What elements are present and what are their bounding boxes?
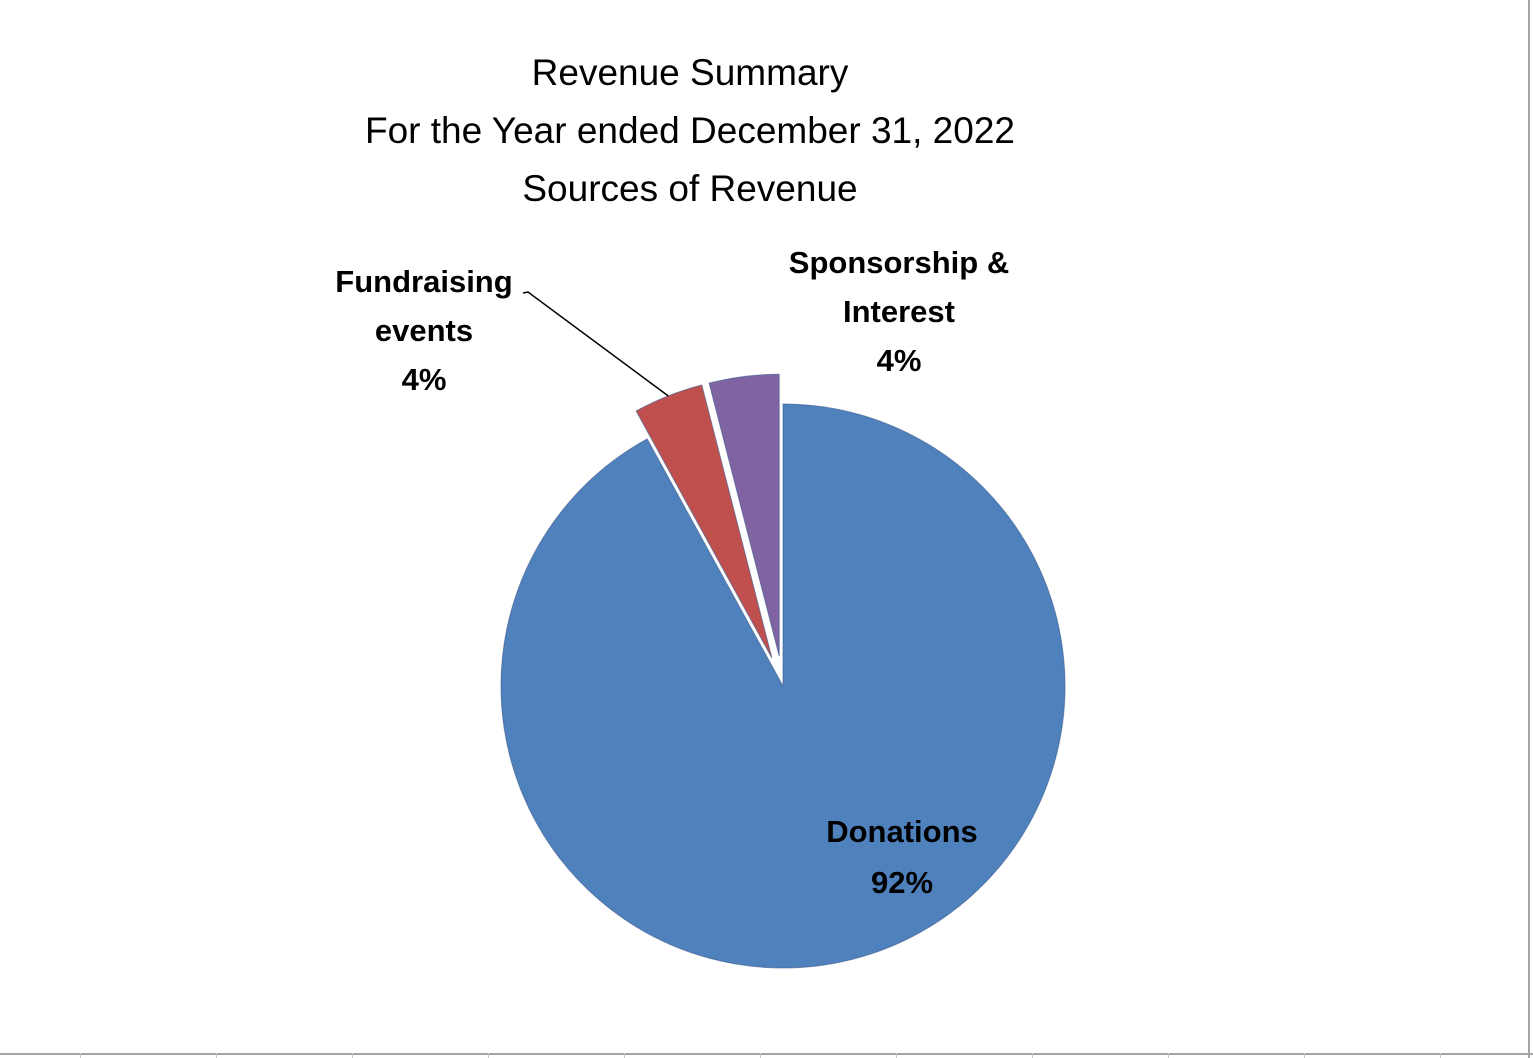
- sheet-gridline-tick: [760, 1053, 761, 1058]
- chart-title: Revenue Summary For the Year ended Decemb…: [365, 52, 1015, 209]
- chart-border-bottom: [0, 1053, 1533, 1055]
- sheet-gridline-tick: [352, 1053, 353, 1058]
- data-label-3: Sponsorship & Interest 4%: [789, 245, 1009, 378]
- data-label-2-line-3: 4%: [402, 362, 447, 397]
- leader-line-fundraising: [522, 291, 669, 397]
- data-label-3-line-3: 4%: [877, 343, 922, 378]
- sheet-gridline-tick: [488, 1053, 489, 1058]
- sheet-gridline-tick: [216, 1053, 217, 1058]
- data-label-1-line-1: Donations: [826, 814, 978, 849]
- sheet-gridline-tick: [1032, 1053, 1033, 1058]
- data-labels: Donations 92%Fundraising events 4%Sponsorsh…: [335, 245, 1009, 900]
- data-label-1: Donations 92%: [826, 814, 978, 900]
- sheet-gridline-tick: [896, 1053, 897, 1058]
- data-label-2-line-1: Fundraising: [335, 264, 512, 299]
- data-label-2-line-2: events: [375, 313, 473, 348]
- data-label-1-line-2: 92%: [871, 865, 933, 900]
- pie-slices: [500, 373, 1066, 969]
- data-label-3-line-2: Interest: [843, 294, 955, 329]
- chart-title-line-2: For the Year ended December 31, 2022: [365, 110, 1015, 151]
- pie-slice-1: [500, 403, 1066, 969]
- chart-border-right: [1528, 0, 1530, 1058]
- sheet-gridline-tick: [1304, 1053, 1305, 1058]
- leader-lines: [522, 291, 669, 397]
- chart-title-line-1: Revenue Summary: [532, 52, 849, 93]
- pie-slice-2: [635, 384, 773, 659]
- sheet-gridline-tick: [624, 1053, 625, 1058]
- sheet-gridline-tick: [80, 1053, 81, 1058]
- pie-slice-3: [708, 373, 780, 657]
- sheet-gridline-tick: [1440, 1053, 1441, 1058]
- sheet-gridline-tick: [1168, 1053, 1169, 1058]
- chart-title-line-3: Sources of Revenue: [522, 168, 857, 209]
- data-label-3-line-1: Sponsorship &: [789, 245, 1009, 280]
- data-label-2: Fundraising events 4%: [335, 264, 512, 397]
